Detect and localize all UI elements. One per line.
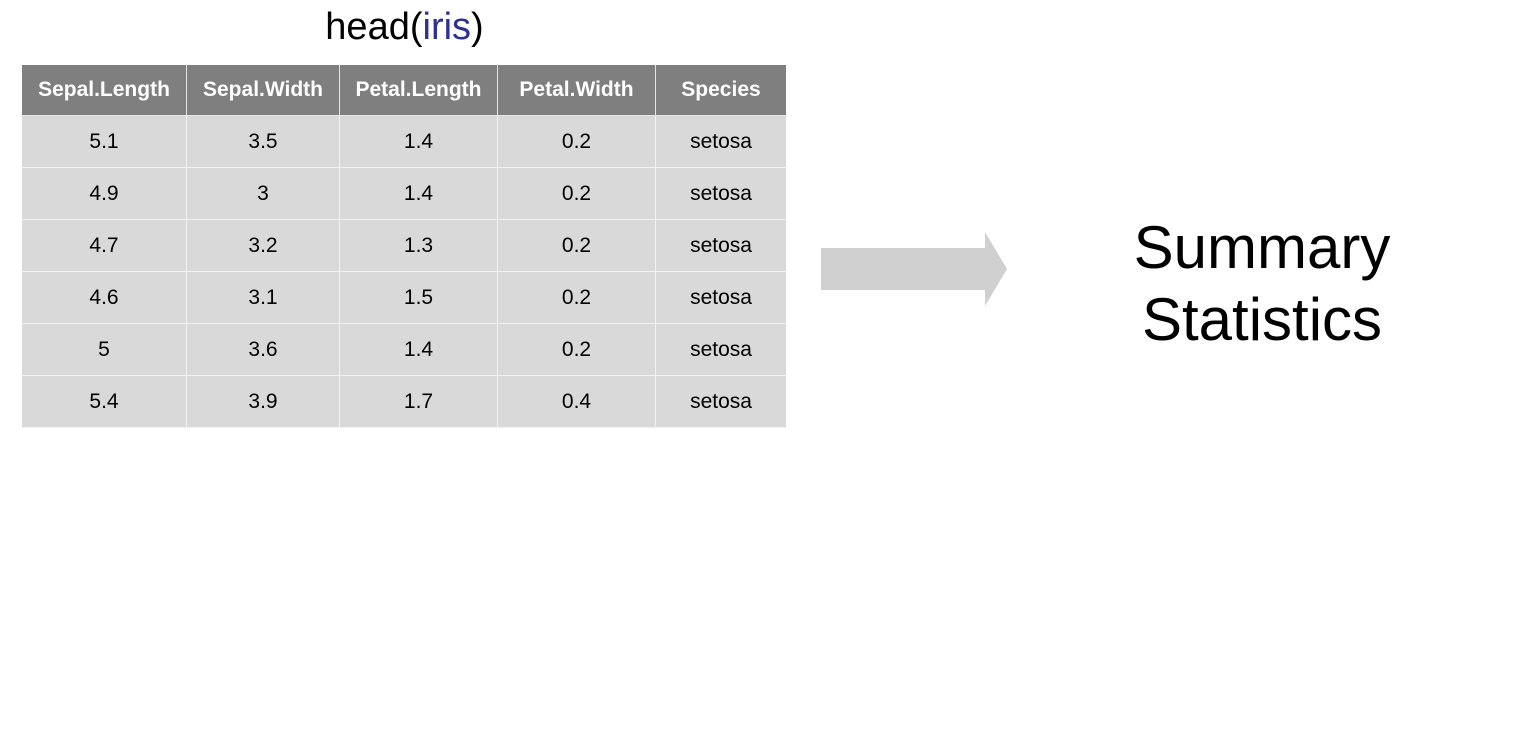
column-header: Species xyxy=(655,65,786,116)
table-cell: 1.4 xyxy=(339,115,498,168)
table-cell: setosa xyxy=(655,323,786,376)
table-cell: setosa xyxy=(655,375,786,428)
column-header: Petal.Width xyxy=(497,65,656,116)
table-cell: 1.4 xyxy=(339,323,498,376)
table-cell: 5.4 xyxy=(22,375,187,428)
table-row: 4.6 3.1 1.5 0.2 setosa xyxy=(22,271,786,324)
table-cell: 3.5 xyxy=(186,115,340,168)
table-cell: 4.6 xyxy=(22,271,187,324)
table-cell: 3.1 xyxy=(186,271,340,324)
table-cell: setosa xyxy=(655,115,786,168)
code-title-close: ) xyxy=(471,6,484,48)
table-cell: 1.7 xyxy=(339,375,498,428)
summary-line-1: Summary xyxy=(1133,214,1391,281)
table-cell: 0.2 xyxy=(497,323,656,376)
table-cell: 5 xyxy=(22,323,187,376)
table-cell: 4.9 xyxy=(22,167,187,220)
table-cell: 3.9 xyxy=(186,375,340,428)
code-title-arg: iris xyxy=(422,6,472,48)
iris-head-table: Sepal.Length Sepal.Width Petal.Length Pe… xyxy=(22,65,786,428)
table-cell: 1.3 xyxy=(339,219,498,272)
table-row: 5.1 3.5 1.4 0.2 setosa xyxy=(22,115,786,168)
table-cell: 1.4 xyxy=(339,167,498,220)
table-row: 4.7 3.2 1.3 0.2 setosa xyxy=(22,219,786,272)
table-row: 5.4 3.9 1.7 0.4 setosa xyxy=(22,375,786,428)
table-cell: 3.2 xyxy=(186,219,340,272)
table-cell: 0.2 xyxy=(497,271,656,324)
right-arrow-icon xyxy=(821,232,1007,306)
table-cell: 3.6 xyxy=(186,323,340,376)
table-cell: 3 xyxy=(186,167,340,220)
column-header: Sepal.Length xyxy=(22,65,187,116)
table-cell: setosa xyxy=(655,167,786,220)
right-arrow-shape xyxy=(821,232,1007,306)
table-cell: 0.2 xyxy=(497,167,656,220)
column-header: Sepal.Width xyxy=(186,65,340,116)
table-row: 5 3.6 1.4 0.2 setosa xyxy=(22,323,786,376)
table-cell: 0.2 xyxy=(497,115,656,168)
column-header: Petal.Length xyxy=(339,65,498,116)
table-cell: 0.2 xyxy=(497,219,656,272)
code-title-func: head( xyxy=(325,6,423,48)
summary-statistics-label: Summary Statistics xyxy=(1062,212,1462,356)
table-row: 4.9 3 1.4 0.2 setosa xyxy=(22,167,786,220)
table-cell: 1.5 xyxy=(339,271,498,324)
table-cell: 4.7 xyxy=(22,219,187,272)
table-cell: setosa xyxy=(655,271,786,324)
table-header-row: Sepal.Length Sepal.Width Petal.Length Pe… xyxy=(22,65,786,116)
code-title: head(iris) xyxy=(22,4,787,50)
table-cell: 0.4 xyxy=(497,375,656,428)
table-cell: 5.1 xyxy=(22,115,187,168)
table-cell: setosa xyxy=(655,219,786,272)
summary-line-2: Statistics xyxy=(1141,286,1383,353)
